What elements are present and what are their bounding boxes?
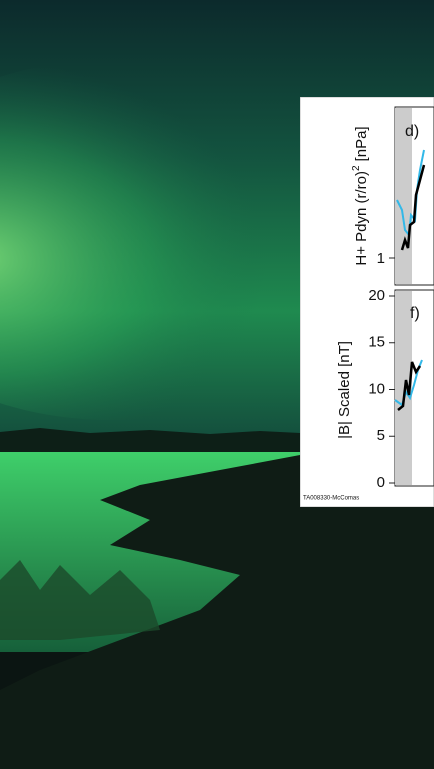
scene: d) f) 1 H+ Pdyn (r/ro)2 [nPa] |B| Scaled … (0, 0, 434, 769)
y-axis-label: H+ Pdyn (r/ro)2 [nPa] (351, 126, 370, 265)
y-tick-label: 1 (377, 250, 385, 267)
y-tick-label: 10 (368, 380, 385, 397)
y-tick-label: 5 (377, 427, 385, 444)
superscript: 2 (351, 165, 362, 171)
y-axis-label: |B| Scaled [nT] (336, 341, 353, 439)
y-tick-label: 0 (377, 474, 385, 491)
y-tick-label: 15 (368, 334, 385, 351)
y-axis-label-main: H+ Pdyn (r/ro) (353, 171, 370, 266)
page: d) f) 1 H+ Pdyn (r/ro)2 [nPa] |B| Scaled … (0, 0, 434, 769)
panel-label: f) (410, 305, 420, 322)
unit: [nPa] (353, 126, 370, 161)
panel-label: d) (405, 123, 419, 140)
chart-inset: d) f) 1 H+ Pdyn (r/ro)2 [nPa] |B| Scaled … (300, 97, 434, 507)
y-tick-label: 20 (368, 287, 385, 304)
treeline (0, 428, 300, 455)
credit: TA008330-McComas (303, 496, 359, 502)
